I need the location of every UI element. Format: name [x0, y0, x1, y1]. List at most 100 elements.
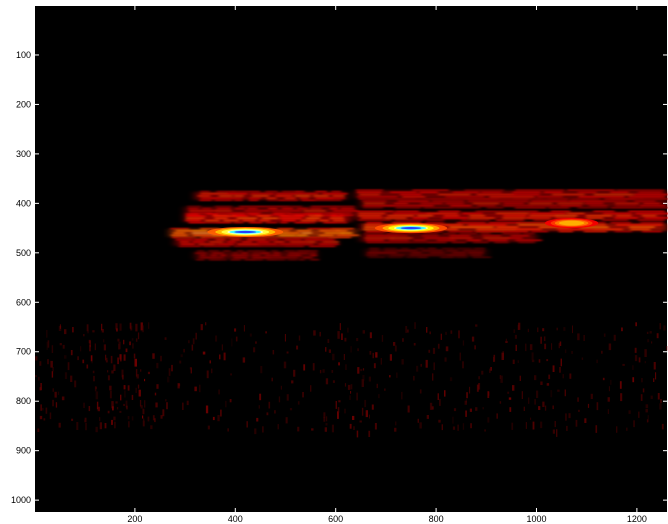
noise-speck: [478, 383, 481, 390]
noise-speck: [123, 403, 125, 406]
noise-speck: [313, 330, 316, 336]
band-streak: [200, 228, 219, 230]
band-streak: [503, 230, 529, 233]
band-streak: [296, 250, 309, 252]
noise-speck: [43, 418, 46, 421]
noise-speck: [40, 383, 42, 391]
noise-speck: [419, 389, 422, 394]
noise-speck: [438, 419, 441, 423]
band-streak: [395, 210, 420, 212]
noise-speck: [564, 349, 567, 354]
noise-speck: [661, 423, 664, 430]
x-tick-label: 1000: [526, 514, 546, 524]
noise-speck: [38, 376, 40, 381]
noise-speck: [518, 322, 521, 330]
noise-speck: [426, 327, 428, 333]
noise-speck: [259, 393, 262, 401]
noise-speck: [531, 352, 534, 360]
band-streak: [284, 250, 296, 252]
noise-speck: [356, 392, 358, 401]
band-streak: [486, 207, 504, 209]
band-streak: [634, 198, 663, 200]
noise-speck: [613, 334, 616, 341]
noise-speck: [378, 394, 380, 399]
noise-speck: [344, 337, 347, 342]
noise-speck: [581, 357, 584, 360]
noise-speck: [84, 417, 87, 423]
noise-speck: [131, 338, 134, 341]
noise-speck: [46, 341, 48, 350]
band-streak: [501, 198, 530, 200]
noise-speck: [189, 367, 192, 370]
band-streak: [265, 190, 278, 193]
noise-speck: [628, 410, 631, 414]
band-streak: [365, 230, 387, 233]
band-streak: [248, 222, 263, 224]
noise-speck: [135, 387, 137, 393]
band-streak: [315, 199, 333, 201]
noise-speck: [221, 344, 223, 351]
band-streak: [230, 259, 241, 261]
noise-speck: [353, 426, 355, 430]
noise-speck: [349, 395, 351, 400]
noise-speck: [534, 375, 537, 381]
band-streak: [309, 245, 336, 247]
noise-speck: [437, 343, 440, 349]
band-streak: [208, 259, 221, 261]
noise-speck: [532, 421, 535, 430]
noise-speck: [368, 430, 371, 437]
band-streak: [299, 259, 305, 261]
noise-speck: [374, 423, 377, 430]
noise-speck: [640, 394, 643, 401]
noise-speck: [147, 416, 150, 422]
noise-speck: [127, 416, 130, 420]
noise-speck: [310, 385, 312, 392]
band-streak: [306, 250, 318, 252]
noise-speck: [127, 385, 130, 391]
noise-speck: [253, 347, 256, 353]
noise-speck: [249, 333, 252, 337]
band-streak: [199, 199, 212, 201]
noise-speck: [462, 340, 465, 346]
noise-speck: [525, 343, 527, 352]
band-streak: [178, 245, 202, 247]
band-streak: [430, 198, 467, 200]
noise-speck: [141, 325, 144, 333]
noise-speck: [182, 402, 184, 410]
noise-speck: [45, 407, 48, 414]
noise-speck: [103, 339, 105, 343]
noise-speck: [150, 425, 153, 430]
noise-speck: [544, 343, 547, 350]
noise-speck: [64, 329, 67, 335]
band-streak: [518, 241, 536, 244]
noise-speck: [431, 406, 434, 410]
band-streak: [279, 199, 299, 201]
noise-speck: [577, 397, 579, 402]
noise-speck: [234, 328, 237, 332]
noise-speck: [123, 385, 126, 390]
noise-speck: [638, 357, 641, 363]
noise-speck: [337, 331, 340, 339]
noise-speck: [212, 416, 215, 421]
noise-speck: [544, 405, 547, 411]
noise-speck: [156, 362, 159, 369]
noise-speck: [432, 347, 436, 354]
noise-speck: [215, 335, 218, 342]
noise-speck: [115, 401, 118, 404]
band-streak: [270, 236, 292, 239]
noise-speck: [529, 344, 533, 351]
noise-speck: [262, 426, 264, 433]
band-streak: [217, 222, 232, 224]
y-tick-label: 100: [16, 50, 31, 60]
noise-speck: [64, 355, 67, 359]
noise-speck: [331, 424, 334, 433]
noise-speck: [500, 375, 503, 383]
noise-speck: [452, 426, 456, 430]
noise-speck: [645, 409, 648, 413]
noise-speck: [103, 344, 106, 351]
band-streak: [262, 205, 289, 208]
noise-speck: [655, 372, 657, 380]
noise-speck: [345, 364, 347, 370]
noise-speck: [142, 420, 145, 427]
noise-speck: [135, 338, 138, 342]
